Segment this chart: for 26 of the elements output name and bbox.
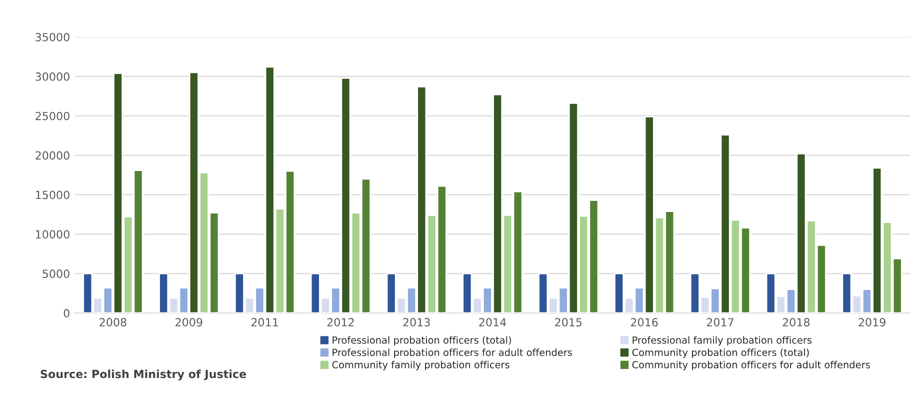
legend-label: Community probation officers for adult offenders — [632, 360, 870, 370]
y-tick-label: 35000 — [36, 32, 70, 42]
legend-label: Community family probation officers — [332, 360, 510, 370]
y-tick-label: 20000 — [36, 151, 70, 160]
x-tick-label: 2013 — [403, 318, 430, 326]
y-tick-label: 30000 — [36, 72, 70, 81]
x-tick-label: 2009 — [176, 318, 202, 326]
legend-label: Professional probation officers (total) — [332, 336, 511, 346]
y-tick-label: 15000 — [36, 190, 70, 200]
x-tick-label: 2008 — [100, 318, 126, 326]
x-tick-label: 2018 — [782, 318, 810, 326]
x-tick-label: 2015 — [555, 318, 582, 326]
x-tick-label: 2012 — [327, 318, 354, 326]
y-tick-label: 10000 — [36, 230, 70, 239]
legend-label: Community probation officers (total) — [632, 348, 809, 358]
source-note: Source: Polish Ministry of Justice — [40, 370, 246, 380]
x-tick-label: 2016 — [630, 318, 658, 326]
x-tick-label: 2019 — [858, 318, 886, 326]
y-tick-label: 25000 — [36, 112, 70, 120]
legend-label: Professional probation officers for adult offenders — [332, 348, 572, 358]
x-tick-label: 2017 — [706, 318, 734, 326]
y-tick-label: 5000 — [42, 270, 70, 278]
x-tick-label: 2014 — [479, 318, 506, 326]
x-tick-label: 2011 — [251, 318, 278, 326]
y-tick-label: 0 — [64, 308, 70, 318]
legend-label: Professional family probation officers — [632, 336, 812, 346]
